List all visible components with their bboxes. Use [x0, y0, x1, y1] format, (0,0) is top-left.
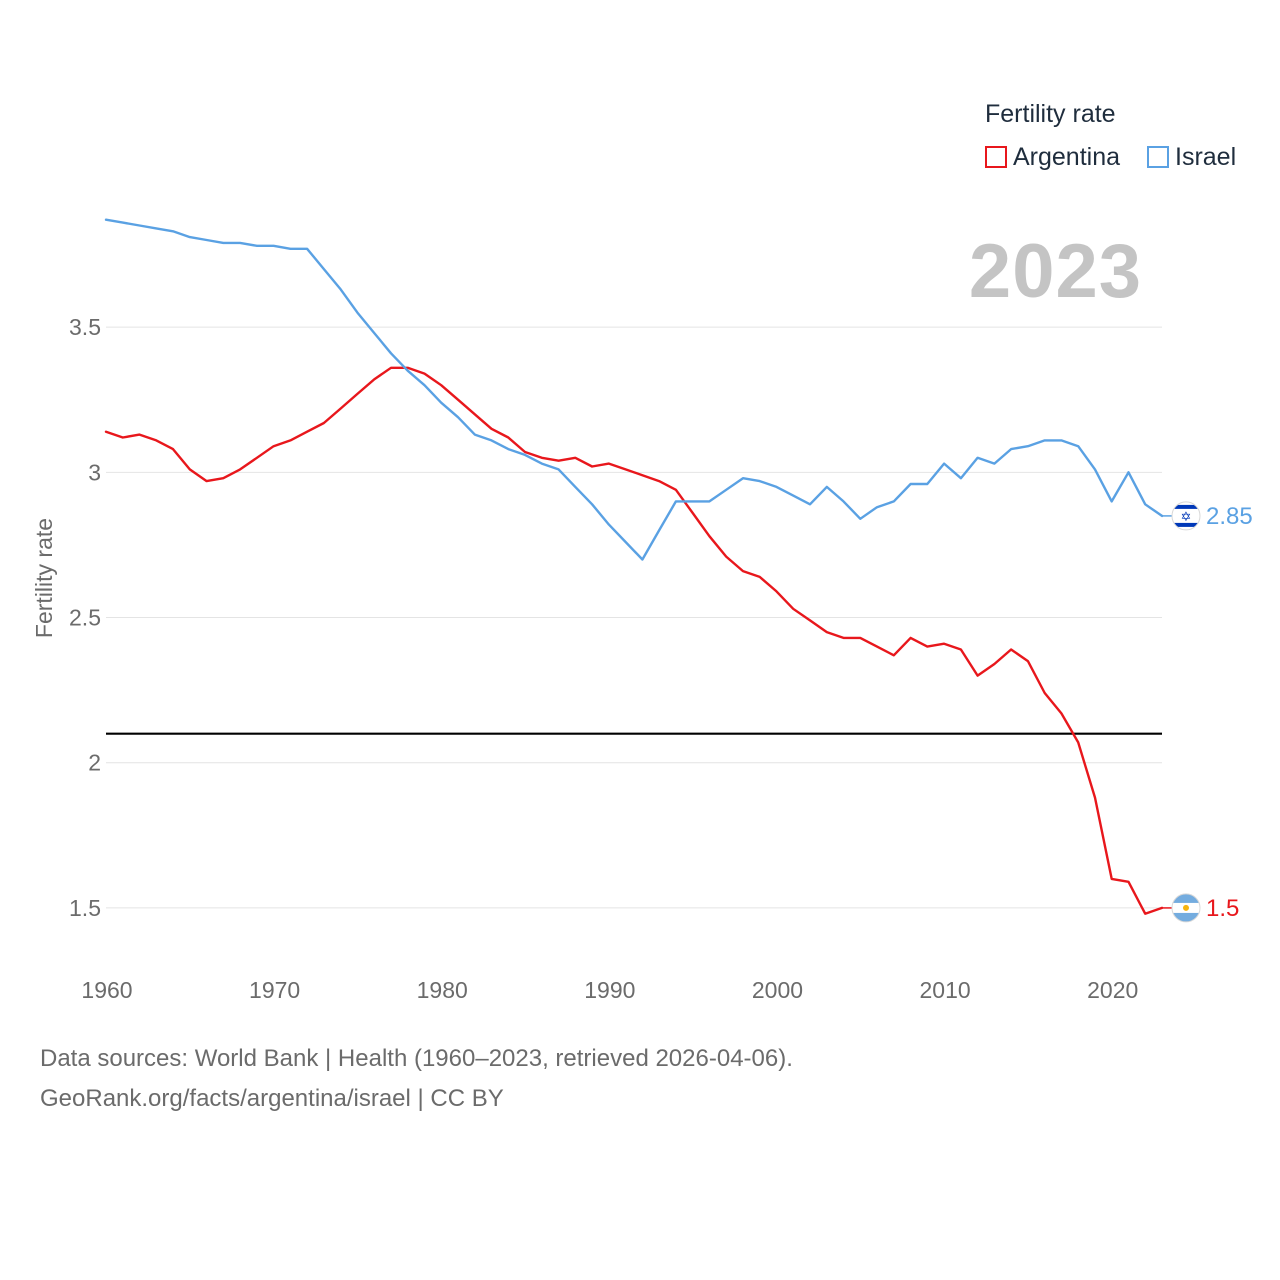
footer-sources: Data sources: World Bank | Health (1960–…	[40, 1045, 793, 1072]
x-tick-label: 2000	[752, 977, 803, 1003]
y-tick-label: 1.5	[69, 895, 101, 921]
series-line-argentina	[104, 366, 1164, 915]
y-tick-label: 3.5	[69, 314, 101, 340]
x-axis-ticks: 1960 1970 1980 1990 2000 2010 2020	[81, 977, 1138, 1003]
legend-label-argentina: Argentina	[1013, 142, 1121, 171]
x-tick-label: 2020	[1087, 977, 1138, 1003]
x-tick-label: 1990	[584, 977, 635, 1003]
legend-swatch-argentina	[985, 146, 1007, 168]
y-axis-ticks: 1.5 2 2.5 3 3.5	[69, 314, 101, 921]
x-tick-label: 2010	[920, 977, 971, 1003]
legend-item-argentina[interactable]: Argentina	[985, 142, 1120, 172]
gridlines	[106, 326, 1162, 909]
x-tick-label: 1970	[249, 977, 300, 1003]
end-value-label-israel: 2.85	[1206, 503, 1253, 530]
y-tick-label: 3	[88, 459, 101, 485]
legend-swatch-israel	[1147, 146, 1169, 168]
footer-credit: GeoRank.org/facts/argentina/israel | CC …	[40, 1085, 504, 1112]
israel-flag-icon: ✡	[1171, 501, 1201, 531]
legend-title: Fertility rate	[985, 100, 1116, 128]
series-line-israel	[104, 218, 1164, 561]
legend-item-israel[interactable]: Israel	[1147, 142, 1236, 172]
series-lines	[104, 218, 1164, 915]
end-value-label-argentina: 1.5	[1206, 895, 1239, 922]
legend-label-israel: Israel	[1175, 142, 1237, 171]
x-tick-label: 1980	[417, 977, 468, 1003]
argentina-flag-icon	[1171, 893, 1201, 923]
series-end-markers: 1.5 ✡ 2.85	[1162, 501, 1253, 923]
x-tick-label: 1960	[81, 977, 132, 1003]
year-label: 2023	[968, 229, 1142, 314]
y-tick-label: 2.5	[69, 605, 101, 631]
y-axis-label: Fertility rate	[31, 518, 57, 638]
y-tick-label: 2	[88, 750, 101, 776]
svg-text:✡: ✡	[1181, 510, 1192, 525]
